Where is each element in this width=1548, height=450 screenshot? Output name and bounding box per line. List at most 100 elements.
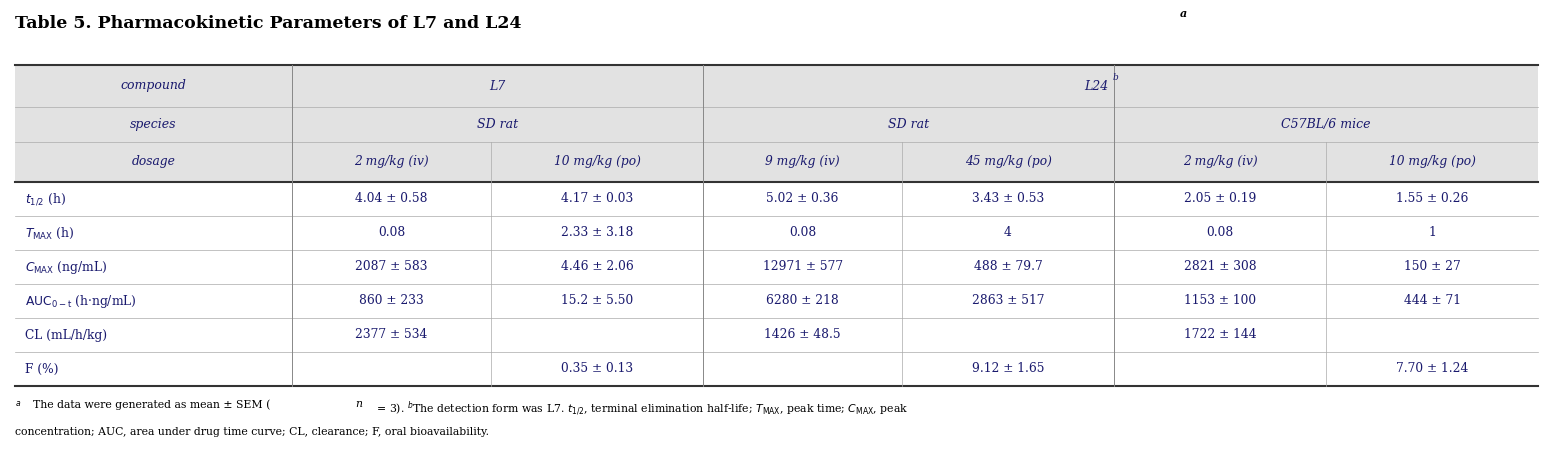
Bar — [491, 65, 703, 107]
Text: 1.55 ± 0.26: 1.55 ± 0.26 — [1396, 193, 1468, 206]
Text: $t_{1/2}$ (h): $t_{1/2}$ (h) — [25, 191, 67, 207]
Bar — [293, 65, 491, 107]
Bar — [491, 284, 703, 318]
Text: 5.02 ± 0.36: 5.02 ± 0.36 — [766, 193, 839, 206]
Text: species: species — [130, 118, 176, 131]
Bar — [703, 318, 902, 352]
Bar — [15, 182, 293, 216]
Bar — [1115, 352, 1327, 386]
Bar — [491, 216, 703, 250]
Bar — [15, 318, 293, 352]
Text: 12971 ± 577: 12971 ± 577 — [763, 261, 842, 274]
Text: 45 mg/kg (po): 45 mg/kg (po) — [964, 156, 1051, 168]
Bar — [703, 352, 902, 386]
Bar — [703, 182, 902, 216]
Bar — [1327, 352, 1539, 386]
Text: 1426 ± 48.5: 1426 ± 48.5 — [765, 328, 841, 342]
Text: 3.43 ± 0.53: 3.43 ± 0.53 — [972, 193, 1045, 206]
Text: 6280 ± 218: 6280 ± 218 — [766, 294, 839, 307]
Text: 2863 ± 517: 2863 ± 517 — [972, 294, 1045, 307]
Bar — [491, 352, 703, 386]
Text: $\rm AUC_{0-t}$ (h·ng/mL): $\rm AUC_{0-t}$ (h·ng/mL) — [25, 292, 136, 310]
Bar — [15, 352, 293, 386]
Bar — [293, 182, 491, 216]
Bar — [902, 107, 1115, 142]
Bar — [15, 65, 293, 107]
Text: SD rat: SD rat — [477, 118, 519, 131]
Bar — [1115, 65, 1327, 107]
Text: 2377 ± 534: 2377 ± 534 — [356, 328, 427, 342]
Text: 7.70 ± 1.24: 7.70 ± 1.24 — [1396, 363, 1468, 375]
Text: 4.17 ± 0.03: 4.17 ± 0.03 — [560, 193, 633, 206]
Text: Table 5. Pharmacokinetic Parameters of L7 and L24: Table 5. Pharmacokinetic Parameters of L… — [15, 15, 522, 32]
Bar — [293, 318, 491, 352]
Text: 2.05 ± 0.19: 2.05 ± 0.19 — [1184, 193, 1257, 206]
Bar — [902, 182, 1115, 216]
Text: 2 mg/kg (iv): 2 mg/kg (iv) — [354, 156, 429, 168]
Bar — [703, 65, 902, 107]
Bar — [703, 250, 902, 284]
Text: b: b — [1113, 72, 1118, 81]
Bar — [1327, 216, 1539, 250]
Text: 0.08: 0.08 — [1206, 226, 1234, 239]
Text: F (%): F (%) — [25, 363, 59, 375]
Text: 2821 ± 308: 2821 ± 308 — [1184, 261, 1257, 274]
Bar — [15, 107, 293, 142]
Text: 860 ± 233: 860 ± 233 — [359, 294, 424, 307]
Text: 0.08: 0.08 — [789, 226, 816, 239]
Bar — [293, 250, 491, 284]
Bar — [902, 142, 1115, 182]
Text: 488 ± 79.7: 488 ± 79.7 — [974, 261, 1042, 274]
Text: concentration; AUC, area under drug time curve; CL, clearance; F, oral bioavaila: concentration; AUC, area under drug time… — [15, 427, 489, 437]
Text: 15.2 ± 5.50: 15.2 ± 5.50 — [560, 294, 633, 307]
Bar — [293, 107, 491, 142]
Bar — [902, 65, 1115, 107]
Bar — [1327, 182, 1539, 216]
Text: 150 ± 27: 150 ± 27 — [1404, 261, 1460, 274]
Bar — [15, 284, 293, 318]
Text: 9.12 ± 1.65: 9.12 ± 1.65 — [972, 363, 1045, 375]
Text: L7: L7 — [489, 80, 506, 93]
Bar — [15, 216, 293, 250]
Text: $^a$: $^a$ — [15, 399, 22, 409]
Text: L24: L24 — [1084, 80, 1108, 93]
Bar — [1115, 284, 1327, 318]
Text: 1153 ± 100: 1153 ± 100 — [1184, 294, 1255, 307]
Bar — [902, 250, 1115, 284]
Text: C57BL/6 mice: C57BL/6 mice — [1282, 118, 1372, 131]
Bar — [703, 216, 902, 250]
Bar — [1115, 318, 1327, 352]
Text: a: a — [1180, 8, 1187, 19]
Text: $C_{\rm MAX}$ (ng/mL): $C_{\rm MAX}$ (ng/mL) — [25, 258, 107, 275]
Text: 0.35 ± 0.13: 0.35 ± 0.13 — [560, 363, 633, 375]
Bar — [491, 107, 703, 142]
Text: 4: 4 — [1005, 226, 1012, 239]
Bar — [1115, 182, 1327, 216]
Bar — [491, 318, 703, 352]
Text: The data were generated as mean ± SEM (: The data were generated as mean ± SEM ( — [33, 399, 271, 410]
Bar — [1327, 65, 1539, 107]
Bar — [1327, 250, 1539, 284]
Bar — [15, 142, 293, 182]
Bar — [902, 318, 1115, 352]
Text: 444 ± 71: 444 ± 71 — [1404, 294, 1460, 307]
Bar — [491, 142, 703, 182]
Bar — [902, 352, 1115, 386]
Bar — [902, 216, 1115, 250]
Text: = 3). $^b$The detection form was L7. $t_{1/2}$, terminal elimination half-life; : = 3). $^b$The detection form was L7. $t_… — [373, 399, 909, 418]
Text: 0.08: 0.08 — [378, 226, 406, 239]
Bar — [902, 284, 1115, 318]
Bar — [1115, 250, 1327, 284]
Bar — [703, 142, 902, 182]
Text: 4.46 ± 2.06: 4.46 ± 2.06 — [560, 261, 633, 274]
Bar — [491, 182, 703, 216]
Text: 2 mg/kg (iv): 2 mg/kg (iv) — [1183, 156, 1257, 168]
Bar — [1327, 284, 1539, 318]
Text: 10 mg/kg (po): 10 mg/kg (po) — [1389, 156, 1475, 168]
Text: 2.33 ± 3.18: 2.33 ± 3.18 — [560, 226, 633, 239]
Text: 1722 ± 144: 1722 ± 144 — [1184, 328, 1257, 342]
Text: compound: compound — [121, 80, 187, 93]
Bar — [15, 250, 293, 284]
Bar — [491, 250, 703, 284]
Bar — [703, 284, 902, 318]
